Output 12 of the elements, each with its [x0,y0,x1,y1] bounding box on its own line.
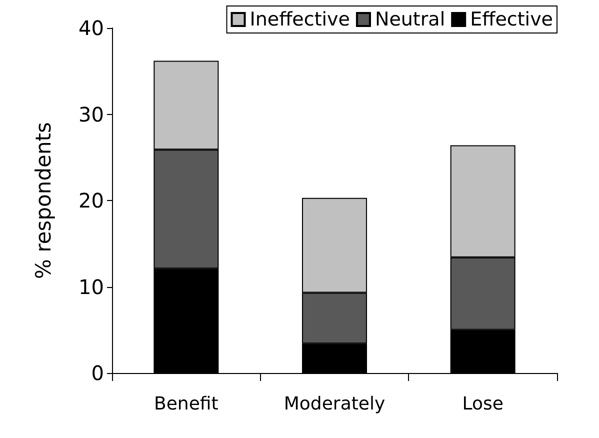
y-tick-label: 20 [78,188,104,212]
y-tick-label: 0 [91,361,104,385]
x-tick-label: Benefit [154,394,218,414]
y-tick-label: 40 [78,16,104,40]
legend-label: Effective [470,8,554,30]
y-tick-label: 10 [78,274,104,299]
legend-label: Ineffective [250,8,350,30]
x-tick-label: Lose [462,394,504,414]
y-axis-title: % respondents [32,122,56,279]
y-tick-label: 30 [78,102,104,126]
legend-label: Neutral [374,8,446,30]
x-tick-label: Moderately [284,394,386,414]
